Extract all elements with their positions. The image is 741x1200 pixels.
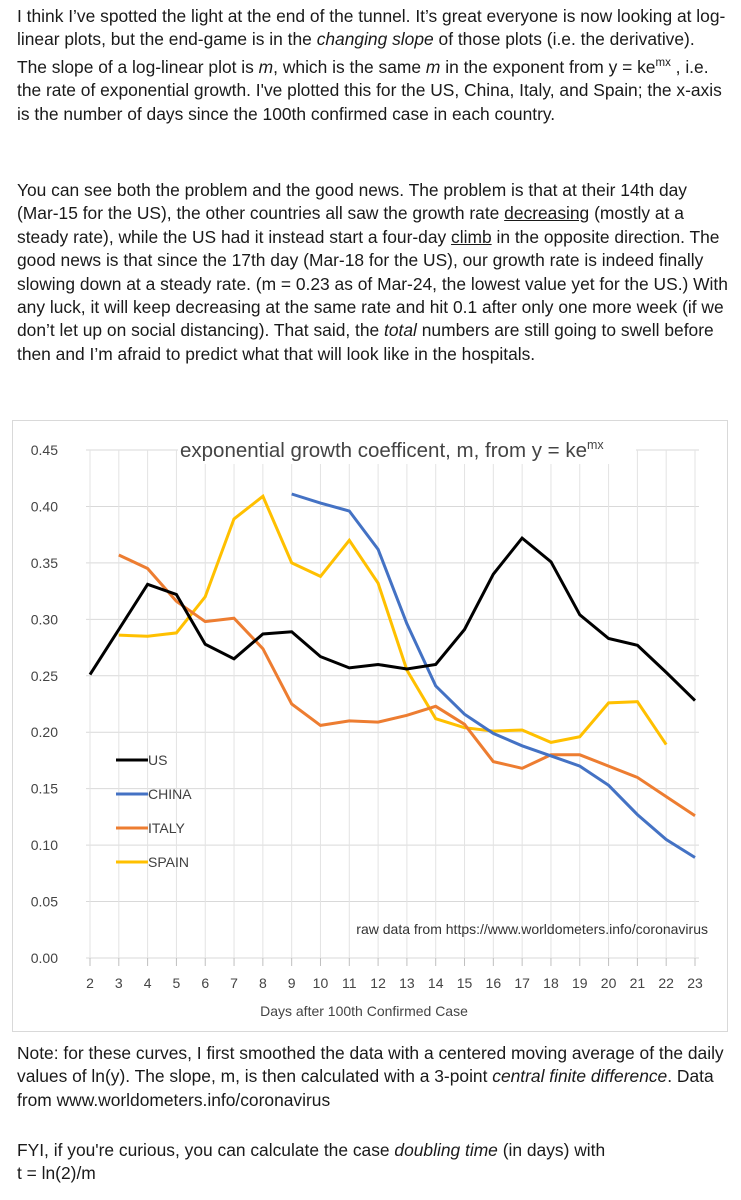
p1-emphasis-m-2: m [425, 56, 441, 77]
p3-text-a: Note: for these curves, I first smoothed… [17, 1043, 724, 1087]
y-tick-label: 0.30 [31, 611, 58, 627]
p4-text-a: FYI, if you're curious, you can calculat… [17, 1140, 395, 1160]
p2-emphasis-total: total [384, 320, 417, 341]
p2-text-b: (mostly at a steady rate), while the US … [17, 203, 684, 247]
p1-text-d: in the exponent from y = ke [440, 56, 656, 77]
p2-text-d: numbers are still going to swell before … [17, 320, 714, 364]
p1-text-a: I think I’ve spotted the light at the en… [17, 6, 726, 50]
p3-emphasis-central-difference: central finite difference [492, 1066, 668, 1087]
y-tick-label: 0.45 [31, 442, 58, 458]
y-tick-label: 0.00 [31, 950, 58, 966]
chart-source-annotation: raw data from https://www.worldometers.i… [356, 921, 708, 937]
p4-text-b: (in days) with [497, 1140, 606, 1160]
x-tick-label: 18 [543, 975, 559, 991]
series-line-italy [118, 553, 696, 818]
p2-text-c: in the opposite direction. The good news… [17, 226, 728, 341]
x-tick-label: 13 [399, 975, 415, 991]
x-axis-ticks [89, 958, 696, 966]
x-tick-label: 16 [486, 975, 502, 991]
x-tick-label: 17 [514, 975, 530, 991]
p3-text-b: . Data from www.worldometers.info/corona… [17, 1066, 714, 1110]
x-tick-label: 11 [342, 975, 357, 991]
x-tick-label: 19 [572, 975, 588, 991]
p1-emphasis-m: m [258, 56, 274, 77]
legend-label-italy: ITALY [148, 820, 185, 836]
p2-text-a: You can see both the problem and the goo… [17, 180, 687, 224]
series-line-us [88, 535, 697, 702]
x-axis-tick-labels: 2 3 4 5 6 7 8 9 10 11 12 13 14 15 16 17 18 19 20 21 22 23 [86, 975, 703, 991]
y-tick-label: 0.20 [31, 724, 58, 740]
y-tick-label: 0.35 [31, 555, 58, 571]
y-tick-label: 0.25 [31, 668, 58, 684]
x-tick-label: 15 [457, 975, 473, 991]
x-tick-label: 14 [428, 975, 444, 991]
chart-grid [86, 449, 699, 959]
p2-underline-climb: climb [451, 226, 492, 247]
chart-title-text: exponential growth coefficent, m, from y… [180, 439, 587, 462]
chart-frame [12, 420, 728, 1032]
intro-paragraph: I think I’ve spotted the light at the en… [17, 5, 729, 126]
x-tick-label: 12 [370, 975, 386, 991]
p4-formula: t = ln(2)/m [17, 1163, 96, 1184]
x-tick-label: 10 [313, 975, 329, 991]
doubling-time-paragraph: FYI, if you're curious, you can calculat… [17, 1139, 729, 1186]
y-tick-label: 0.15 [31, 781, 58, 797]
series-line-spain [118, 493, 668, 746]
y-tick-label: 0.10 [31, 837, 58, 853]
p2-underline-decreasing: decreasing [504, 203, 590, 224]
x-tick-label: 6 [201, 975, 209, 991]
series-line-china [291, 492, 696, 859]
chart-title: exponential growth coefficent, m, from y… [180, 438, 604, 462]
method-note-paragraph: Note: for these curves, I first smoothed… [17, 1042, 729, 1112]
legend-label-china: CHINA [148, 786, 192, 802]
chart-title-background [178, 434, 636, 464]
x-tick-label: 22 [658, 975, 674, 991]
x-tick-label: 4 [144, 975, 152, 991]
p1-text-e: , i.e. the rate of exponential growth. I… [17, 56, 722, 124]
legend-label-us: US [148, 752, 167, 768]
legend-label-spain: SPAIN [148, 854, 189, 870]
chart-series [88, 492, 697, 859]
growth-coefficient-chart: exponential growth coefficent, m, from y… [12, 420, 728, 1032]
p1-text-b: of those plots (i.e. the derivative). Th… [17, 29, 695, 77]
x-tick-label: 2 [86, 975, 94, 991]
p1-text-c: , which is the same [273, 56, 426, 77]
y-tick-label: 0.40 [31, 498, 58, 514]
x-tick-label: 5 [173, 975, 181, 991]
x-tick-label: 21 [630, 975, 646, 991]
y-tick-label: 0.05 [31, 894, 58, 910]
chart-legend: US CHINA ITALY SPAIN [116, 752, 192, 870]
x-tick-label: 9 [288, 975, 296, 991]
x-tick-label: 8 [259, 975, 267, 991]
analysis-paragraph: You can see both the problem and the goo… [17, 179, 729, 366]
x-tick-label: 23 [687, 975, 703, 991]
p1-emphasis-changing-slope: changing slope [316, 29, 434, 50]
p4-emphasis-doubling-time: doubling time [394, 1140, 498, 1160]
p1-exponent: mx [655, 56, 671, 69]
x-tick-label: 20 [601, 975, 617, 991]
x-axis-label: Days after 100th Confirmed Case [260, 1003, 468, 1019]
x-tick-label: 3 [115, 975, 123, 991]
chart-title-exponent: mx [587, 438, 604, 452]
x-tick-label: 7 [230, 975, 238, 991]
y-axis-tick-labels: 0.00 0.05 0.10 0.15 0.20 0.25 0.30 0.35 0.40 0.45 [31, 442, 58, 966]
